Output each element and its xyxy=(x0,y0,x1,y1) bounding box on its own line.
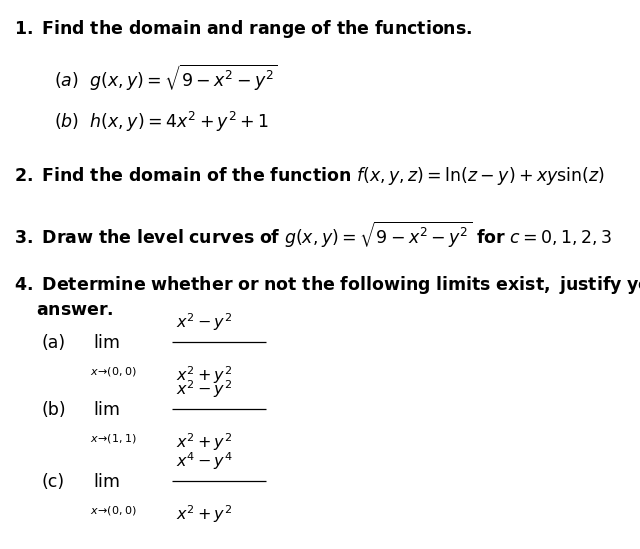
Text: (c): (c) xyxy=(42,473,65,491)
Text: $\mathbf{3.\ Draw\ the\ level\ curves\ of}\ g(x,y) = \sqrt{9-x^2-y^2}\ \mathbf{f: $\mathbf{3.\ Draw\ the\ level\ curves\ o… xyxy=(14,220,612,250)
Text: $x\!\to\!(0,0)$: $x\!\to\!(0,0)$ xyxy=(90,365,136,378)
Text: $x\!\to\!(1,1)$: $x\!\to\!(1,1)$ xyxy=(90,432,136,445)
Text: $(a)\ \ g(x, y) = \sqrt{9 - x^2 - y^2}$: $(a)\ \ g(x, y) = \sqrt{9 - x^2 - y^2}$ xyxy=(54,63,278,93)
Text: $\mathbf{answer.}$: $\mathbf{answer.}$ xyxy=(36,301,114,319)
Text: $x^2 - y^2$: $x^2 - y^2$ xyxy=(176,378,232,400)
Text: $x^2 + y^2$: $x^2 + y^2$ xyxy=(176,431,232,453)
Text: $\lim$: $\lim$ xyxy=(93,334,120,352)
Text: $\lim$: $\lim$ xyxy=(93,401,120,419)
Text: $\lim$: $\lim$ xyxy=(93,473,120,491)
Text: (b): (b) xyxy=(42,401,66,419)
Text: (a): (a) xyxy=(42,334,66,352)
Text: $\mathbf{4.\ Determine\ whether\ or\ not\ the\ following\ limits\ exist,\ justif: $\mathbf{4.\ Determine\ whether\ or\ not… xyxy=(14,274,640,296)
Text: $x^2 + y^2$: $x^2 + y^2$ xyxy=(176,364,232,386)
Text: $x\!\to\!(0,0)$: $x\!\to\!(0,0)$ xyxy=(90,504,136,517)
Text: $x^4 - y^4$: $x^4 - y^4$ xyxy=(176,450,232,472)
Text: $x^2 + y^2$: $x^2 + y^2$ xyxy=(176,503,232,525)
Text: $\mathbf{1.\ Find\ the\ domain\ and\ range\ of\ the\ functions.}$: $\mathbf{1.\ Find\ the\ domain\ and\ ran… xyxy=(14,18,472,40)
Text: $\mathbf{2.\ Find\ the\ domain\ of\ the\ function}\ f(x,y,z) = \ln(z-y) + xy\sin: $\mathbf{2.\ Find\ the\ domain\ of\ the\… xyxy=(14,165,605,187)
Text: $x^2 - y^2$: $x^2 - y^2$ xyxy=(176,311,232,333)
Text: $(b)\ \ h(x, y) = 4x^2 + y^2 + 1$: $(b)\ \ h(x, y) = 4x^2 + y^2 + 1$ xyxy=(54,110,269,134)
